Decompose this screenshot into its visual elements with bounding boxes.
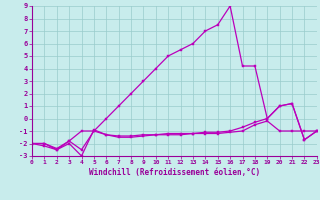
X-axis label: Windchill (Refroidissement éolien,°C): Windchill (Refroidissement éolien,°C) — [89, 168, 260, 177]
